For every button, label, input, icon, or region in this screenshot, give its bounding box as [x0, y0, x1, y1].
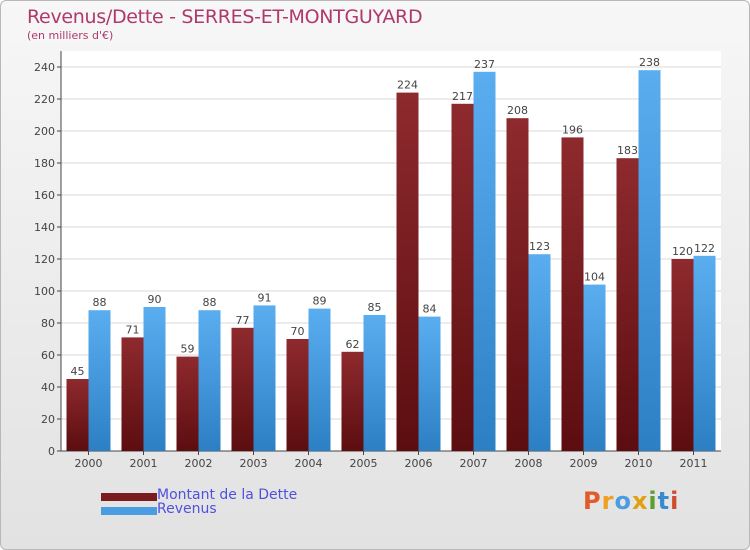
bar-revenus [88, 310, 111, 451]
bar-dette [286, 339, 309, 451]
logo-letter: x [631, 487, 649, 515]
bar-revenus [253, 305, 276, 451]
x-tick-label: 2010 [625, 457, 653, 470]
bar-revenus [143, 307, 166, 451]
x-tick-label: 2007 [460, 457, 488, 470]
data-label: 224 [397, 79, 418, 92]
bar-dette [671, 259, 694, 451]
data-label: 90 [148, 293, 162, 306]
x-tick-label: 2004 [295, 457, 323, 470]
data-label: 88 [93, 296, 107, 309]
bar-dette [396, 92, 419, 451]
data-label: 84 [423, 303, 437, 316]
x-tick-label: 2001 [130, 457, 158, 470]
bar-revenus [583, 284, 606, 451]
data-label: 71 [126, 323, 140, 336]
data-label: 62 [346, 338, 360, 351]
bar-revenus [198, 310, 221, 451]
bar-revenus [693, 255, 716, 451]
data-label: 89 [313, 295, 327, 308]
data-label: 77 [236, 314, 250, 327]
y-tick-label: 180 [34, 157, 55, 170]
plot-area [61, 51, 721, 451]
y-tick-label: 60 [41, 349, 55, 362]
chart-title: Revenus/Dette - SERRES-ET-MONTGUYARD [27, 6, 423, 28]
x-tick-label: 2000 [75, 457, 103, 470]
data-label: 45 [71, 365, 85, 378]
bar-dette [506, 118, 529, 451]
y-tick-label: 40 [41, 381, 55, 394]
data-label: 183 [617, 144, 638, 157]
x-tick-label: 2002 [185, 457, 213, 470]
data-label: 196 [562, 123, 583, 136]
legend-swatch-dette [101, 493, 157, 501]
x-tick-label: 2006 [405, 457, 433, 470]
logo-letter: i [648, 487, 658, 515]
bar-dette [231, 327, 254, 451]
y-tick-label: 100 [34, 285, 55, 298]
bar-revenus [363, 315, 386, 451]
data-label: 238 [639, 56, 660, 69]
x-tick-label: 2003 [240, 457, 268, 470]
bar-dette [176, 356, 199, 451]
legend-swatch-revenus [101, 507, 157, 515]
bar-dette [66, 379, 89, 451]
data-label: 104 [584, 271, 605, 284]
logo-letter: t [657, 487, 671, 515]
data-label: 59 [181, 343, 195, 356]
x-tick-label: 2009 [570, 457, 598, 470]
chart-subtitle: (en milliers d'€) [27, 29, 114, 42]
data-label: 88 [203, 296, 217, 309]
y-tick-label: 240 [34, 61, 55, 74]
legend-label-dette: Montant de la Dette [157, 487, 298, 503]
bar-revenus [418, 316, 441, 451]
bar-dette [341, 351, 364, 451]
bar-dette [561, 137, 584, 451]
logo-letter: o [614, 487, 632, 515]
x-tick-label: 2011 [680, 457, 708, 470]
data-label: 85 [368, 301, 382, 314]
proxiti-logo: Proxiti [583, 487, 679, 515]
data-label: 70 [291, 325, 305, 338]
y-tick-label: 200 [34, 125, 55, 138]
bar-revenus [638, 70, 661, 451]
data-label: 217 [452, 90, 473, 103]
y-tick-label: 0 [48, 445, 55, 458]
data-label: 91 [258, 291, 272, 304]
bar-dette [616, 158, 639, 451]
bar-dette [121, 337, 144, 451]
data-label: 123 [529, 240, 550, 253]
data-label: 122 [694, 242, 715, 255]
y-tick-label: 120 [34, 253, 55, 266]
x-tick-label: 2005 [350, 457, 378, 470]
bar-revenus [528, 254, 551, 451]
logo-letter: r [601, 487, 615, 515]
y-tick-label: 140 [34, 221, 55, 234]
bar-dette [451, 103, 474, 452]
y-tick-label: 20 [41, 413, 55, 426]
y-tick-label: 160 [34, 189, 55, 202]
bar-revenus [308, 308, 331, 451]
data-label: 208 [507, 104, 528, 117]
data-label: 120 [672, 245, 693, 258]
y-tick-label: 80 [41, 317, 55, 330]
y-tick-label: 220 [34, 93, 55, 106]
logo-letter: i [670, 487, 680, 515]
x-tick-label: 2008 [515, 457, 543, 470]
bar-revenus [473, 71, 496, 452]
logo-letter: P [583, 487, 602, 515]
data-label: 237 [474, 58, 495, 71]
legend-label-revenus: Revenus [157, 501, 217, 517]
